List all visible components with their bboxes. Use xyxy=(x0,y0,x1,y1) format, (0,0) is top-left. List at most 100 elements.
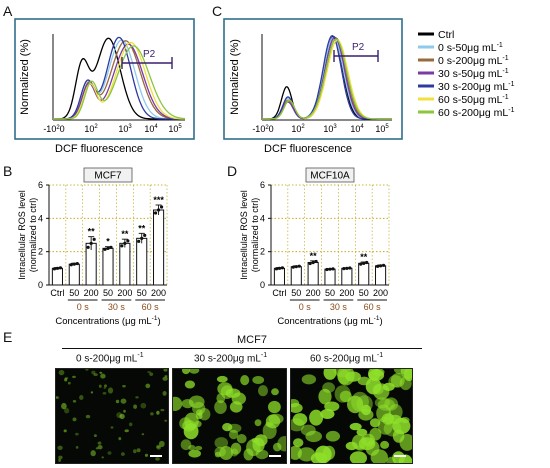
data-point xyxy=(362,261,366,265)
cell xyxy=(95,447,99,450)
tick-1e5: 105 xyxy=(168,124,182,134)
x-tick-label: 200 xyxy=(306,288,321,298)
cell xyxy=(230,448,239,457)
data-point xyxy=(123,241,127,245)
cell xyxy=(351,391,369,412)
tick-1e3: 103 xyxy=(323,124,337,134)
panel-c-frame xyxy=(223,18,403,140)
cell xyxy=(158,440,165,448)
panel-letter-c: C xyxy=(212,3,223,19)
data-point xyxy=(109,245,113,249)
data-point xyxy=(86,245,90,249)
micrograph-60s-200 xyxy=(290,368,413,464)
tick-1e4: 104 xyxy=(144,124,158,134)
data-point xyxy=(153,211,158,215)
x-tick-label: 50 xyxy=(69,288,79,298)
cell xyxy=(356,428,368,436)
legend-label: Ctrl xyxy=(438,29,454,41)
panel-c-gate-label: P2 xyxy=(352,42,365,53)
cell xyxy=(382,382,395,391)
cell xyxy=(145,383,151,389)
data-point xyxy=(274,267,279,271)
panel-letter-e: E xyxy=(3,329,13,345)
data-point xyxy=(137,239,141,243)
panel-a-histograms xyxy=(53,36,186,120)
images-header: MCF7 xyxy=(237,334,267,346)
data-point xyxy=(58,266,63,270)
panel-a-gate-label: P2 xyxy=(143,49,156,60)
bar-panel-d: MCF10A 0 2 4 6 Intracellular ROS level (normal… xyxy=(239,167,390,327)
group-label: 30 s xyxy=(108,302,126,312)
panel-c-histograms xyxy=(262,34,392,120)
data-point xyxy=(311,260,315,265)
x-tick-label: 200 xyxy=(84,288,99,298)
cell xyxy=(116,412,123,419)
bar xyxy=(273,267,285,286)
data-point xyxy=(325,267,329,272)
cell xyxy=(214,451,221,458)
significance-mark: ** xyxy=(88,227,96,237)
bar xyxy=(136,237,148,286)
cell xyxy=(368,369,385,381)
cell xyxy=(110,426,114,429)
data-point xyxy=(359,262,363,266)
cells-0s xyxy=(56,369,168,462)
data-point xyxy=(345,266,349,270)
cell xyxy=(324,401,340,412)
panel-a-xlabel: DCF fluorescence xyxy=(55,143,143,155)
cell xyxy=(120,398,127,404)
cell xyxy=(91,370,96,375)
cell xyxy=(254,434,268,447)
histogram-curve xyxy=(53,40,185,120)
cell xyxy=(228,429,239,440)
cell xyxy=(381,413,395,425)
cell xyxy=(136,448,141,453)
cell xyxy=(104,384,107,388)
cell xyxy=(293,438,304,448)
data-point xyxy=(143,233,147,237)
panel-c-ticks: -1020 102 103 104 105 xyxy=(252,124,389,134)
x-tick-label: Ctrl xyxy=(272,288,286,298)
cell xyxy=(268,400,281,414)
cell xyxy=(64,378,68,382)
cell xyxy=(121,452,125,456)
cell xyxy=(156,445,161,450)
image-caption-1: 0 s-200μg mL-1 xyxy=(76,352,144,365)
y-tick-label: 6 xyxy=(38,180,43,190)
cell xyxy=(67,381,71,385)
cell xyxy=(102,392,107,395)
histogram-curve xyxy=(53,37,185,120)
cell xyxy=(182,369,190,375)
x-tick-label: 50 xyxy=(137,288,147,298)
histogram-curve xyxy=(262,34,392,120)
cell xyxy=(119,413,125,420)
bar xyxy=(102,247,114,286)
histogram-curve xyxy=(53,36,185,120)
bar-title: MCF10A xyxy=(310,171,350,182)
cell xyxy=(188,449,201,458)
data-point xyxy=(375,264,380,268)
cell xyxy=(90,450,96,457)
y-tick-label: 4 xyxy=(38,213,43,223)
histogram-curve xyxy=(262,38,392,120)
cell xyxy=(72,400,77,403)
cell xyxy=(164,419,168,422)
cell xyxy=(123,409,126,413)
scale-bar xyxy=(394,455,406,457)
cell xyxy=(150,412,154,416)
cell xyxy=(240,375,250,386)
legend-label: 0 s-200μg mL-1 xyxy=(438,55,509,67)
data-point xyxy=(159,205,164,209)
data-point xyxy=(92,237,96,241)
x-tick-label: 50 xyxy=(291,288,301,298)
cell xyxy=(195,445,203,451)
significance-mark: *** xyxy=(153,195,164,205)
bar-xlabel: Concentrations (μg mL-1) xyxy=(55,315,160,327)
data-point xyxy=(140,236,144,240)
cell xyxy=(345,371,361,382)
cell xyxy=(268,413,284,424)
tick-1e3: 103 xyxy=(118,124,132,134)
cell xyxy=(309,409,324,426)
cell xyxy=(149,372,154,376)
cell xyxy=(103,387,106,389)
